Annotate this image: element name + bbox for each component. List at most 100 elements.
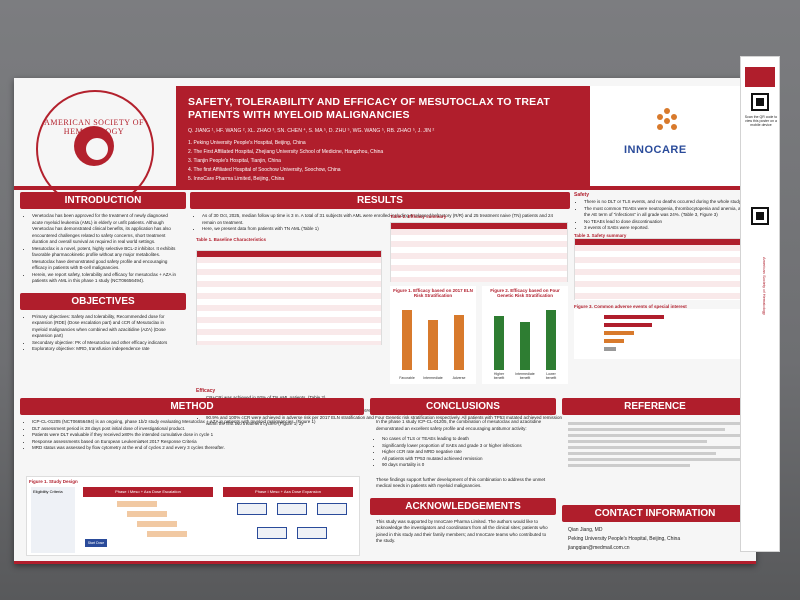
reference-heading: REFERENCE xyxy=(562,398,748,415)
study-design-figure: Figure 1. Study Design Eligibility Crite… xyxy=(26,476,360,556)
method-column: METHOD ICP-CL-01205 (NCT06656494) is an … xyxy=(20,398,364,556)
side-strip: Scan the QR code to view this poster on … xyxy=(740,56,780,552)
chart-bar-label: Adverse xyxy=(452,376,466,380)
introduction-heading: INTRODUCTION xyxy=(20,192,186,209)
qr-code-icon[interactable] xyxy=(751,93,769,111)
safety-column: Safety There is no DLT or TLS events, an… xyxy=(574,192,750,359)
poster-title: SAFETY, TOLERABILITY AND EFFICACY OF MES… xyxy=(188,96,550,121)
method-list: ICP-CL-01205 (NCT06656494) is an ongoing… xyxy=(20,415,364,456)
chart-bar-label: Intermediate benefit xyxy=(515,372,535,380)
figure1-chart: Figure 1. Efficacy based on 2017 ELN Ris… xyxy=(390,286,476,384)
chart-bar-label: Lower benefit xyxy=(545,372,557,380)
method-point: Patients were DLT evaluable if they rece… xyxy=(32,432,358,439)
authors: Q. JIANG ¹, HF. WANG ², XL. ZHAO ³, SN. … xyxy=(188,128,435,134)
objectives-list: Primary objectives: Safety and tolerabil… xyxy=(20,310,186,357)
chart-bar xyxy=(546,310,556,370)
contact-email[interactable]: jiangqian@medmail.com.cn xyxy=(568,545,630,551)
header-divider xyxy=(14,186,756,190)
affiliation: 3. Tianjin People's Hospital, Tianjin, C… xyxy=(188,158,281,164)
introduction-point: Mesutoclax is a novel, potent, highly se… xyxy=(32,246,180,272)
figure1-title: Figure 1. Efficacy based on 2017 ELN Ris… xyxy=(393,288,473,298)
efficacy-heading: Efficacy xyxy=(196,388,216,394)
introduction-list: Venetoclax has been approved for the tre… xyxy=(20,209,186,289)
method-heading: METHOD xyxy=(20,398,364,415)
acknowledgements-heading: ACKNOWLEDGEMENTS xyxy=(370,497,556,515)
conclusion-point: Higher cCR rate and MRD negative rate xyxy=(382,449,550,456)
table2-title: Table 2. Efficacy summary xyxy=(390,214,447,219)
study-design-title: Figure 1. Study Design xyxy=(29,479,78,484)
phase1-banner: Phase I Meso + Aza Dose Escalation xyxy=(83,487,213,497)
chart-bar xyxy=(494,316,504,370)
conclusions-closing: These findings support further developme… xyxy=(376,476,546,489)
safety-point: There is no DLT or TLS events, and no de… xyxy=(584,199,746,206)
affiliation: 4. The first Affiliated Hospital of Sooc… xyxy=(188,167,341,173)
method-point: DLT assessment period is 28 days post in… xyxy=(32,426,358,433)
conclusions-heading: CONCLUSIONS xyxy=(370,398,556,415)
poster: AMERICAN SOCIETY OF HEMATOLOGY SAFETY, T… xyxy=(14,78,756,564)
start-dose-label: Start Dose xyxy=(85,539,107,547)
efficacy-point: CR+CRi was achieved in 92% of TN AML pat… xyxy=(206,395,562,402)
table3-title: Table 3. Safety summary xyxy=(574,232,627,238)
efficacy-table xyxy=(390,222,568,282)
phase2-banner: Phase I Meso + Aza Dose Expansion xyxy=(223,487,353,497)
affiliation: 1. Peking University People's Hospital, … xyxy=(188,140,306,146)
qr-code-icon[interactable] xyxy=(751,207,769,225)
figure3-chart xyxy=(574,308,748,359)
safety-point: The most common TEAEs were neutropenia, … xyxy=(584,206,746,219)
contact-org: Peking University People's Hospital, Bei… xyxy=(568,536,681,542)
safety-heading: Safety xyxy=(574,192,590,198)
conclusions-column: CONCLUSIONS In the phase 1 study ICP-CL-… xyxy=(370,398,556,549)
chart-bar xyxy=(454,315,464,370)
chart-bar xyxy=(402,310,412,370)
method-point: Response assessments based on European L… xyxy=(32,439,358,446)
title-banner: SAFETY, TOLERABILITY AND EFFICACY OF MES… xyxy=(176,86,590,186)
method-point: MRD status was assessed by flow cytometr… xyxy=(32,445,358,452)
contact-name: Qian Jiang, MD xyxy=(568,527,603,533)
safety-point: 3 events of SAEs were reported. xyxy=(584,225,746,232)
innocare-logo-box: INNOCARE xyxy=(590,86,744,186)
safety-table xyxy=(574,237,748,300)
introduction-point: Venetoclax has been approved for the tre… xyxy=(32,213,180,246)
conclusion-point: 90 days mortality is 0 xyxy=(382,462,550,469)
reference-list xyxy=(562,415,748,505)
efficacy-point: 90.9% and 100% cCR were achieved in adve… xyxy=(206,415,562,428)
reference-column: REFERENCE CONTACT INFORMATION Qian Jiang… xyxy=(562,398,748,557)
results-list: As of 30 Oct, 2025, median follow up tim… xyxy=(190,209,570,237)
safety-list: There is no DLT or TLS events, and no de… xyxy=(574,198,750,233)
baseline-table xyxy=(196,250,382,345)
chart-bar xyxy=(428,320,438,370)
eligibility-box: Eligibility Criteria xyxy=(31,487,75,553)
affiliation: 5. InnoCare Pharma Limited, Beijing, Chi… xyxy=(188,176,285,182)
conclusion-point: All patients with TP53 mutated achieved … xyxy=(382,456,550,463)
chart-bar xyxy=(520,322,530,370)
method-point: ICP-CL-01205 (NCT06656494) is an ongoing… xyxy=(32,419,358,426)
left-column: INTRODUCTION Venetoclax has been approve… xyxy=(20,192,186,357)
scan-text: Scan the QR code to view this poster on … xyxy=(744,115,778,127)
objective-point: Secondary objective: PK of Mesutoclax an… xyxy=(32,340,180,347)
objective-point: Exploratory objective: MRD, transfusion … xyxy=(32,346,180,353)
side-vertical-text: American Society of Hematology xyxy=(762,257,767,316)
figure3-title: Figure 3. Common adverse events of speci… xyxy=(574,303,687,309)
figure2-chart: Figure 2. Efficacy based on Four Genetic… xyxy=(482,286,568,384)
innocare-brand: INNOCARE xyxy=(624,144,687,156)
contact-heading: CONTACT INFORMATION xyxy=(562,505,748,522)
figure2-title: Figure 2. Efficacy based on Four Genetic… xyxy=(490,288,560,298)
conclusions-list: No cases of TLS or TEAEs leading to deat… xyxy=(370,436,556,473)
footer-bar xyxy=(14,561,756,564)
contact-info: Qian Jiang, MD Peking University People'… xyxy=(562,522,748,557)
conclusion-point: No cases of TLS or TEAEs leading to deat… xyxy=(382,436,550,443)
affiliations: 1. Peking University People's Hospital, … xyxy=(188,139,578,184)
objective-point: Primary objectives: Safety and tolerabil… xyxy=(32,314,180,340)
chart-bar-label: Intermediate xyxy=(423,376,443,380)
objectives-heading: OBJECTIVES xyxy=(20,292,186,310)
results-point: As of 30 Oct, 2025, median follow up tim… xyxy=(202,213,564,226)
introduction-point: Herein, we report safety, tolerability a… xyxy=(32,272,180,285)
results-column: RESULTS As of 30 Oct, 2025, median follo… xyxy=(190,192,570,426)
chart-bar-label: Favorable xyxy=(399,376,415,380)
conclusion-point: Significantly lower proportion of SAEs a… xyxy=(382,443,550,450)
affiliation: 2. The First Affiliated Hospital, Zhejia… xyxy=(188,149,384,155)
blood-cell-icon xyxy=(74,126,114,166)
conclusions-intro: In the phase 1 study ICP-CL-01205, the c… xyxy=(376,419,542,431)
ash-logo: AMERICAN SOCIETY OF HEMATOLOGY xyxy=(14,78,174,258)
acknowledgements-text: This study was supported by InnoCare Pha… xyxy=(376,518,548,544)
